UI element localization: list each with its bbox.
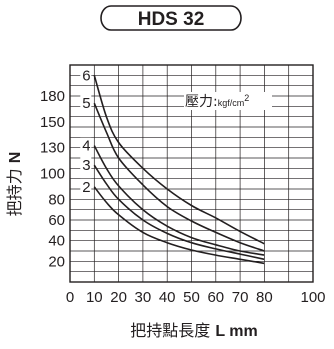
- series-label-bg: [80, 95, 92, 112]
- series-label-4: 4: [82, 138, 90, 155]
- series-label-2: 2: [82, 179, 90, 196]
- title-badge-outline: [100, 5, 242, 31]
- series-label-3: 3: [82, 157, 90, 174]
- pressure-annotation-text: 壓力:kgf/cm2: [185, 93, 249, 110]
- plot-frame: [69, 64, 314, 283]
- x-tick-label: 30: [135, 289, 152, 306]
- grid-layer: [69, 64, 314, 283]
- curves-layer: [93, 75, 265, 265]
- series-line-6: [93, 75, 265, 245]
- x-tick-label: 0: [66, 289, 74, 306]
- curve-labels-layer: 6 5 4 3 2: [80, 67, 92, 196]
- tick-labels-layer: 0 10 20 30 40 50 60 70 80 100 20 40 60 80 100 130 150 180: [40, 88, 326, 306]
- y-tick-label: 100: [40, 166, 65, 183]
- y-tick-label: 20: [48, 253, 65, 270]
- series-line-4: [93, 145, 265, 256]
- x-tick-label: 20: [110, 289, 127, 306]
- series-line-2: [93, 186, 265, 265]
- x-tick-label: 80: [256, 289, 273, 306]
- x-tick-label: 50: [183, 289, 200, 306]
- x-tick-label: 40: [159, 289, 176, 306]
- series-label-5: 5: [82, 95, 90, 112]
- y-axis-title: 把持力 N: [5, 152, 24, 217]
- series-label-6: 6: [82, 67, 90, 84]
- series-line-3: [93, 164, 265, 261]
- y-tick-label: 80: [48, 191, 65, 208]
- x-tick-label: 100: [300, 289, 325, 306]
- y-tick-label: 150: [40, 114, 65, 131]
- y-tick-label: 130: [40, 140, 65, 157]
- title-badge: HDS 32: [100, 5, 242, 31]
- x-axis-title: 把持點長度 L mm: [130, 321, 258, 340]
- x-tick-label: 10: [86, 289, 103, 306]
- y-tick-label: 40: [48, 233, 65, 250]
- y-tick-label: 180: [40, 88, 65, 105]
- series-line-5: [93, 102, 265, 252]
- series-label-bg: [80, 67, 92, 84]
- pressure-annotation-bg: [184, 92, 272, 110]
- series-label-bg: [80, 178, 92, 195]
- y-tick-label: 60: [48, 212, 65, 229]
- x-tick-label: 70: [232, 289, 249, 306]
- series-label-bg: [80, 137, 92, 154]
- series-label-bg: [80, 157, 92, 174]
- pressure-annotation: 壓力:kgf/cm2: [184, 92, 272, 110]
- x-tick-label: 60: [207, 289, 224, 306]
- chart-title: HDS 32: [138, 9, 205, 30]
